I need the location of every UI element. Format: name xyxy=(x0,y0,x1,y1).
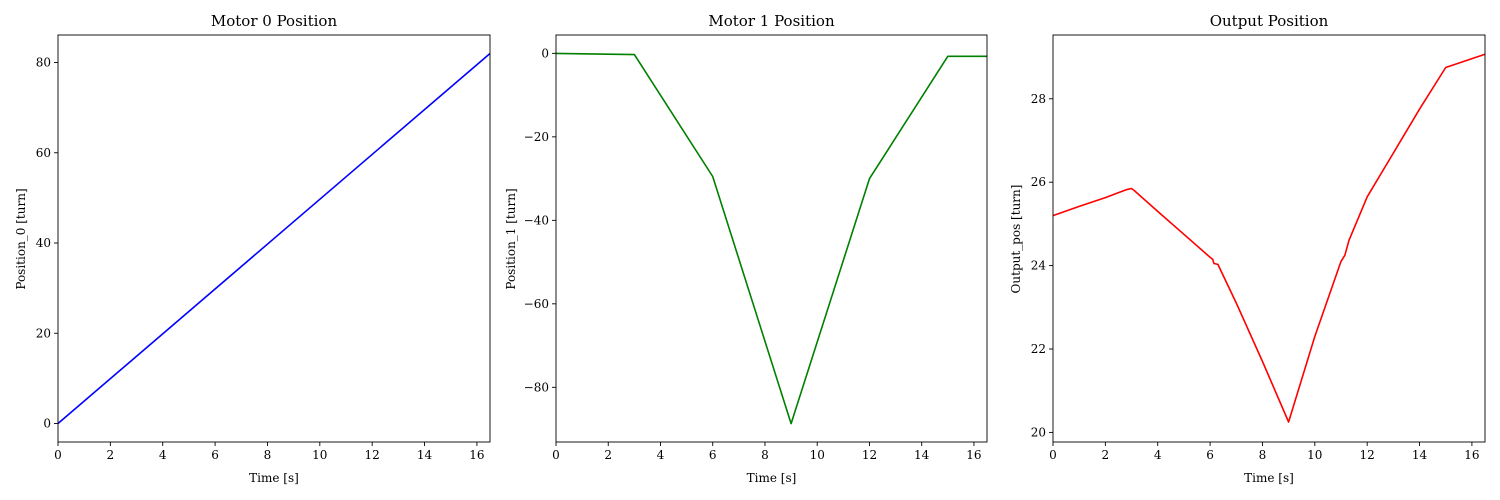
y-tick-label: 0 xyxy=(43,417,51,431)
chart-title: Output Position xyxy=(1210,12,1329,30)
x-tick-label: 6 xyxy=(211,448,219,462)
x-tick-label: 8 xyxy=(264,448,272,462)
output-position-chart: Output Position Time [s] Output_pos [tur… xyxy=(1009,12,1486,485)
x-tick-label: 16 xyxy=(1464,448,1479,462)
y-tick-label: 24 xyxy=(1031,259,1047,273)
y-axis-label: Output_pos [turn] xyxy=(1009,185,1023,294)
y-axis-label: Position_1 [turn] xyxy=(504,188,518,289)
chart-title: Motor 1 Position xyxy=(708,12,835,30)
x-tick-label: 16 xyxy=(469,448,484,462)
x-tick-label: 2 xyxy=(107,448,115,462)
y-tick-label: 20 xyxy=(1031,425,1046,439)
y-tick-label: −40 xyxy=(524,213,549,227)
plot-frame xyxy=(555,34,988,443)
y-axis-label: Position_0 [turn] xyxy=(14,188,28,289)
x-tick-label: 14 xyxy=(1412,448,1428,462)
x-tick-label: 14 xyxy=(914,448,930,462)
y-tick-label: −80 xyxy=(524,380,549,394)
y-tick-label: 0 xyxy=(541,46,549,60)
x-tick-label: 8 xyxy=(761,448,769,462)
x-tick-label: 14 xyxy=(417,448,433,462)
plot-frame xyxy=(1052,34,1486,443)
y-tick-label: 40 xyxy=(36,236,51,250)
y-tick-label: 20 xyxy=(36,326,51,340)
x-tick-label: 0 xyxy=(54,448,62,462)
y-tick-label: −60 xyxy=(524,297,549,311)
x-tick-label: 2 xyxy=(1102,448,1110,462)
x-tick-label: 12 xyxy=(862,448,877,462)
x-axis-label: Time [s] xyxy=(747,471,797,485)
y-tick-label: 26 xyxy=(1031,175,1046,189)
motor-1-position-chart: Motor 1 Position Time [s] Position_1 [tu… xyxy=(504,12,988,485)
x-tick-label: 6 xyxy=(1206,448,1214,462)
x-tick-label: 0 xyxy=(1049,448,1057,462)
x-tick-label: 4 xyxy=(159,448,167,462)
plot-frame xyxy=(57,34,491,443)
x-tick-label: 6 xyxy=(709,448,717,462)
y-tick-label: 60 xyxy=(36,146,51,160)
x-tick-label: 12 xyxy=(365,448,380,462)
x-axis-label: Time [s] xyxy=(1244,471,1294,485)
x-axis-label: Time [s] xyxy=(249,471,299,485)
series-line xyxy=(1052,53,1486,423)
x-tick-label: 4 xyxy=(657,448,665,462)
series-line xyxy=(555,52,987,425)
y-tick-label: 80 xyxy=(36,56,51,70)
series-line xyxy=(57,52,491,425)
x-tick-label: 12 xyxy=(1360,448,1375,462)
x-tick-label: 0 xyxy=(552,448,560,462)
y-tick-label: 22 xyxy=(1031,342,1046,356)
x-tick-label: 16 xyxy=(966,448,981,462)
x-tick-label: 10 xyxy=(1307,448,1322,462)
chart-title: Motor 0 Position xyxy=(211,12,338,30)
x-tick-label: 8 xyxy=(1259,448,1267,462)
y-tick-label: −20 xyxy=(524,130,549,144)
x-tick-label: 2 xyxy=(604,448,612,462)
motor-0-position-chart: Motor 0 Position Time [s] Position_0 [tu… xyxy=(14,12,491,485)
x-tick-label: 4 xyxy=(1154,448,1162,462)
x-tick-label: 10 xyxy=(312,448,327,462)
x-tick-label: 10 xyxy=(810,448,825,462)
y-tick-label: 28 xyxy=(1031,92,1046,106)
